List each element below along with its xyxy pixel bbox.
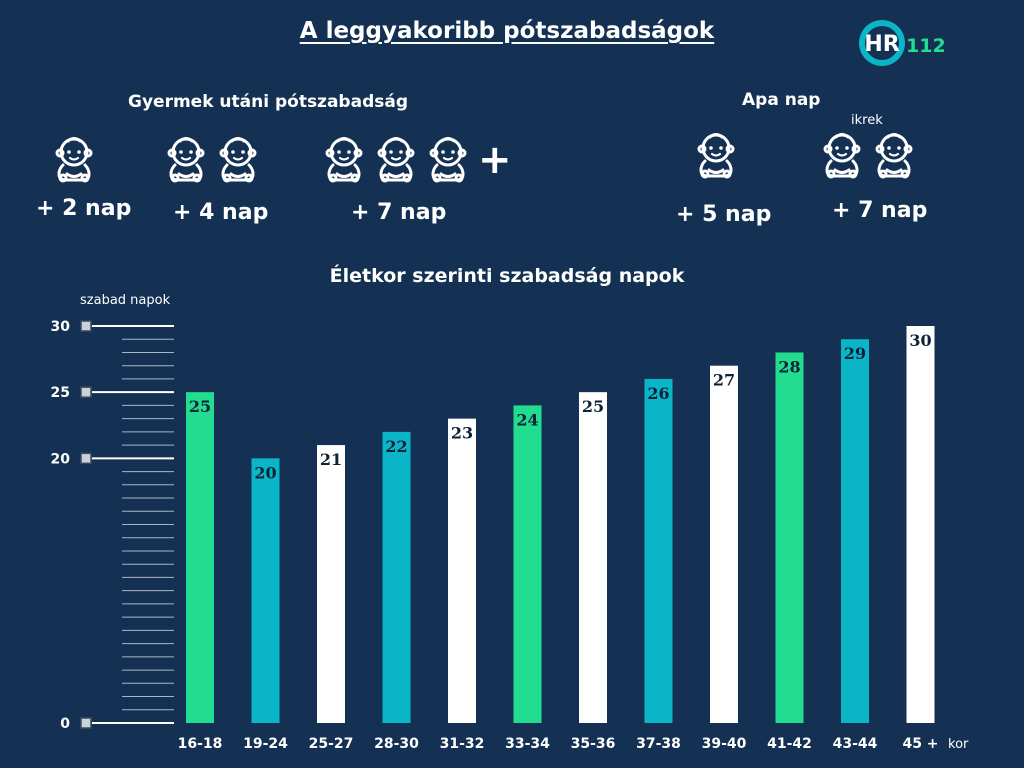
x-tick-label: 16-18 [178, 736, 223, 752]
plus-more-icon: + [478, 137, 512, 183]
father-days-1: + 5 nap [676, 202, 772, 227]
bar-31-32 [448, 418, 476, 723]
bar-value-label: 25 [189, 397, 211, 416]
bar-value-label: 29 [844, 344, 866, 363]
father-days-2: + 7 nap [832, 198, 928, 223]
x-tick-label: 28-30 [374, 736, 419, 752]
bar-33-34 [513, 405, 542, 723]
bar-value-label: 20 [254, 463, 276, 482]
bar-value-label: 26 [647, 384, 669, 403]
x-tick-label: 37-38 [636, 736, 681, 752]
bar-45 [906, 326, 935, 723]
child-days-3: + 7 nap [351, 200, 447, 225]
bar-37-38 [644, 378, 673, 723]
bar-value-label: 23 [451, 424, 473, 443]
x-tick-label: 45 + [902, 736, 938, 752]
bar-43-44 [841, 339, 869, 723]
tick-marker [80, 386, 92, 398]
bar-value-label: 30 [909, 331, 931, 350]
bar-28-30 [382, 431, 411, 723]
bar-35-36 [579, 392, 607, 723]
y-tick-label: 0 [60, 716, 70, 732]
chart-title: Életkor szerinti szabadság napok [329, 265, 685, 287]
y-tick-label: 30 [51, 319, 71, 335]
child-group-3: + [320, 134, 512, 186]
twins-note: ikrek [851, 113, 883, 128]
bar-value-label: 27 [713, 371, 735, 390]
y-tick-label: 20 [51, 451, 71, 467]
x-tick-label: 25-27 [309, 736, 354, 752]
x-tick-label: 19-24 [243, 736, 288, 752]
x-tick-label: 39-40 [702, 736, 747, 752]
y-axis-label: szabad napok [80, 293, 171, 308]
logo-text: 112 [906, 35, 946, 57]
hr112-logo: HR 112 [858, 19, 954, 67]
child-leave-label: Gyermek utáni pótszabadság [128, 92, 408, 112]
x-tick-label: 33-34 [505, 736, 550, 752]
bar-value-label: 24 [516, 410, 538, 429]
father-leave-label: Apa nap [742, 90, 821, 110]
tick-marker [80, 452, 92, 465]
x-tick-label: 35-36 [571, 736, 616, 752]
x-tick-label: 41-42 [767, 736, 812, 752]
bar-value-label: 28 [778, 357, 800, 376]
logo-mark: HR 112 [859, 20, 946, 66]
tick-marker [80, 320, 92, 332]
bar-25-27 [317, 445, 345, 723]
x-tick-label: 43-44 [833, 736, 878, 752]
bar-value-label: 22 [385, 437, 407, 456]
y-axis-scale: 0 20 25 30 [51, 319, 174, 732]
x-axis-label: kor [948, 737, 969, 752]
x-tick-label: 31-32 [440, 736, 485, 752]
bar-value-label: 21 [320, 450, 342, 469]
logo-mark-text: HR [864, 32, 899, 57]
bar-16-18 [186, 392, 214, 723]
child-days-2: + 4 nap [173, 200, 269, 225]
y-tick-label: 25 [51, 385, 70, 401]
bar-41-42 [775, 352, 804, 723]
bar-39-40 [710, 365, 738, 723]
tick-marker [80, 717, 92, 729]
child-days-1: + 2 nap [36, 196, 132, 221]
bar-value-label: 25 [582, 397, 604, 416]
page-title: A leggyakoribb pótszabadságok [299, 18, 715, 44]
bar-19-24 [251, 458, 280, 723]
bars: 25 16-18 20 19-24 21 25-27 22 28-30 23 31-32 24 33-… [178, 326, 939, 752]
